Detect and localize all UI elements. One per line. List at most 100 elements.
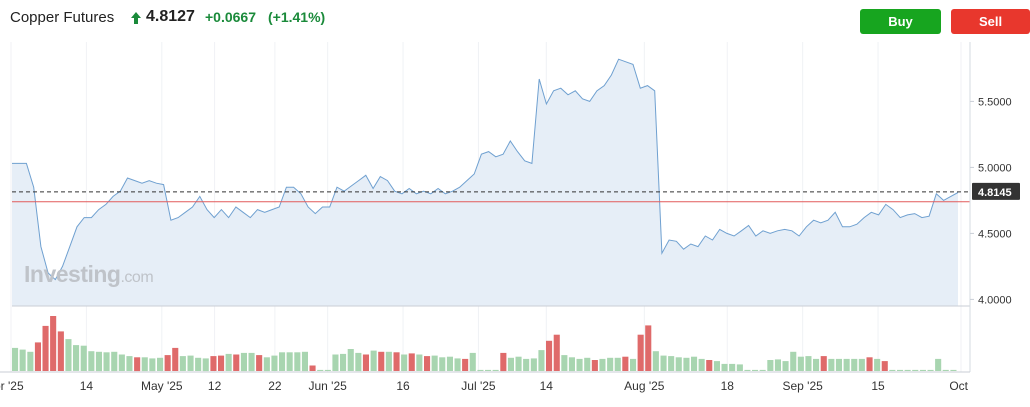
volume-bar [813,358,820,371]
volume-bar [462,358,469,371]
volume-bar [294,352,301,371]
volume-bar [103,352,110,371]
volume-bar [630,358,637,371]
volume-bar [355,352,362,372]
volume-bar [744,369,751,371]
volume-bar [370,350,377,371]
volume-bar [134,357,141,372]
volume-bar [202,358,209,372]
price-axis: 5.5000 5.0000 4.5000 4.0000 [970,96,1012,306]
volume-bar [431,355,438,371]
quote-header: Copper Futures 4.8127 +0.0667 (+1.41%) B… [0,0,1030,40]
volume-bar [607,357,614,371]
volume-bar [683,357,690,371]
volume-bar [492,369,499,371]
volume-bar [73,345,80,371]
volume-bar [904,369,911,371]
volume-bar [843,358,850,371]
volume-bar [919,369,926,371]
volume-bar [446,356,453,371]
volume-bar [691,356,698,371]
volume-bar [645,325,652,371]
last-price: 4.8127 [146,8,195,25]
volume-bar [851,358,858,371]
volume-bar [88,351,95,371]
volume-bar [782,361,789,371]
buy-button[interactable]: Buy [860,9,941,34]
sell-button[interactable]: Sell [951,9,1030,34]
price-line [12,58,959,281]
volume-bar [324,369,331,371]
volume-bar [774,359,781,371]
x-tick-label: Jul '25 [461,379,496,393]
volume-bar [675,357,682,372]
volume-bar [820,356,827,371]
volume-bar [172,347,179,371]
volume-bars [12,316,957,372]
volume-bar [912,369,919,371]
volume-bar [790,351,797,372]
volume-bar [507,357,514,371]
volume-bar [225,353,232,371]
volume-bar [279,352,286,371]
volume-bar [309,365,316,371]
current-price-value: 4.8145 [978,187,1012,199]
volume-bar [393,352,400,371]
volume-bar [126,356,133,371]
price-change: +0.0667 [205,9,256,25]
x-tick-label: Aug '25 [624,379,665,393]
volume-bar [157,357,164,371]
volume-bar [950,369,957,371]
volume-bar [752,369,759,371]
volume-bar [599,358,606,371]
volume-bar [538,350,545,371]
volume-bar [149,358,156,372]
volume-bar [805,356,812,371]
volume-bar [34,342,41,371]
volume-bar [19,349,26,371]
volume-bar [698,358,705,371]
volume-bar [858,358,865,371]
volume-bar [57,331,64,371]
volume-bar [591,360,598,371]
volume-bar [65,339,72,371]
arrow-up-icon [131,12,141,24]
volume-bar [210,356,217,371]
volume-bar [530,358,537,372]
volume-bar [668,356,675,371]
volume-bar [317,369,324,371]
volume-bar [759,369,766,371]
volume-bar [706,360,713,371]
volume-bar [874,358,881,371]
volume-bar [523,358,530,371]
volume-bar [553,334,560,371]
volume-bar [362,354,369,371]
x-tick-label: 14 [540,379,554,393]
volume-bar [195,357,202,371]
y-tick-label: 5.0000 [978,162,1012,174]
volume-bar [546,340,553,372]
volume-bar [12,347,19,371]
volume-bar [889,369,896,371]
volume-bar [568,357,575,372]
volume-bar [118,354,125,371]
y-tick-label: 5.5000 [978,96,1012,108]
volume-bar [80,345,87,371]
volume-bar [42,325,49,371]
volume-bar [271,355,278,371]
volume-bar [660,355,667,371]
volume-bar [385,351,392,372]
volume-bar [767,360,774,371]
x-tick-label: 22 [268,379,282,393]
volume-bar [622,356,629,371]
volume-bar [218,355,225,371]
volume-bar [935,358,942,371]
volume-bar [561,355,568,371]
volume-bar [50,316,57,371]
volume-bar [111,351,118,372]
volume-bar [713,361,720,371]
volume-bar [721,363,728,372]
x-tick-label: Sep '25 [783,379,824,393]
volume-bar [797,356,804,371]
